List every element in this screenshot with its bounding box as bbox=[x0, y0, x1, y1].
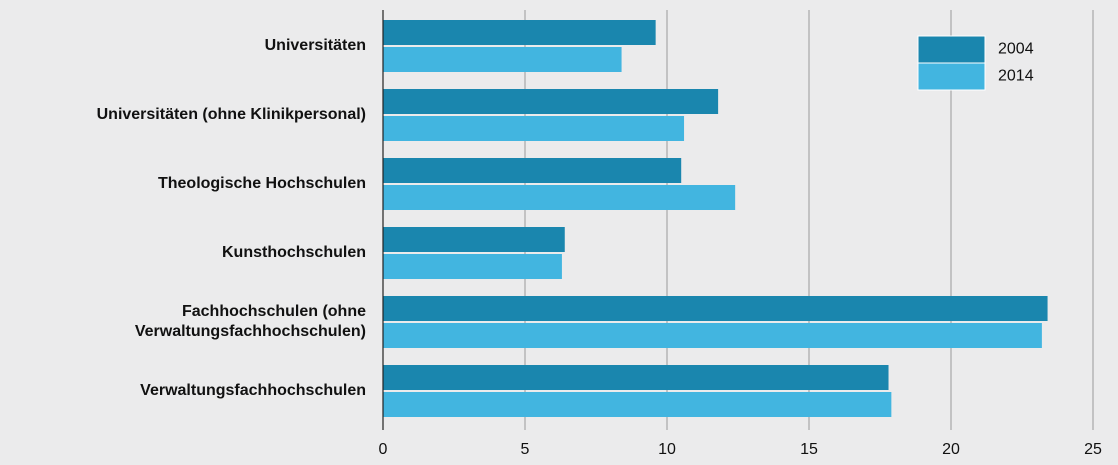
legend-swatch bbox=[917, 62, 986, 91]
bar bbox=[383, 89, 719, 114]
bar bbox=[383, 323, 1042, 348]
legend-label: 2014 bbox=[998, 68, 1034, 85]
legend-swatch bbox=[917, 35, 986, 64]
y-tick-label: Kunsthochschulen bbox=[222, 244, 366, 261]
y-tick-label: Universitäten bbox=[265, 37, 366, 54]
bar bbox=[383, 158, 682, 183]
bar bbox=[383, 116, 685, 141]
y-tick-label: Verwaltungsfachhochschulen bbox=[140, 382, 366, 399]
bar bbox=[383, 365, 889, 390]
bar bbox=[383, 20, 656, 45]
x-tick-label: 25 bbox=[1084, 441, 1102, 458]
y-tick-label: Universitäten (ohne Klinikpersonal) bbox=[97, 106, 366, 123]
x-tick-label: 20 bbox=[942, 441, 960, 458]
bar bbox=[383, 296, 1048, 321]
y-tick-label: Fachhochschulen (ohne Verwaltungsfachhoch… bbox=[135, 303, 366, 340]
bar bbox=[383, 47, 622, 72]
bar bbox=[383, 254, 562, 279]
x-tick-label: 15 bbox=[800, 441, 818, 458]
bar bbox=[383, 227, 565, 252]
bar bbox=[383, 185, 736, 210]
bar bbox=[383, 392, 892, 417]
x-tick-label: 10 bbox=[658, 441, 676, 458]
y-tick-label: Theologische Hochschulen bbox=[158, 175, 366, 192]
legend-label: 2004 bbox=[998, 41, 1034, 58]
x-tick-label: 0 bbox=[379, 441, 388, 458]
x-tick-label: 5 bbox=[521, 441, 530, 458]
